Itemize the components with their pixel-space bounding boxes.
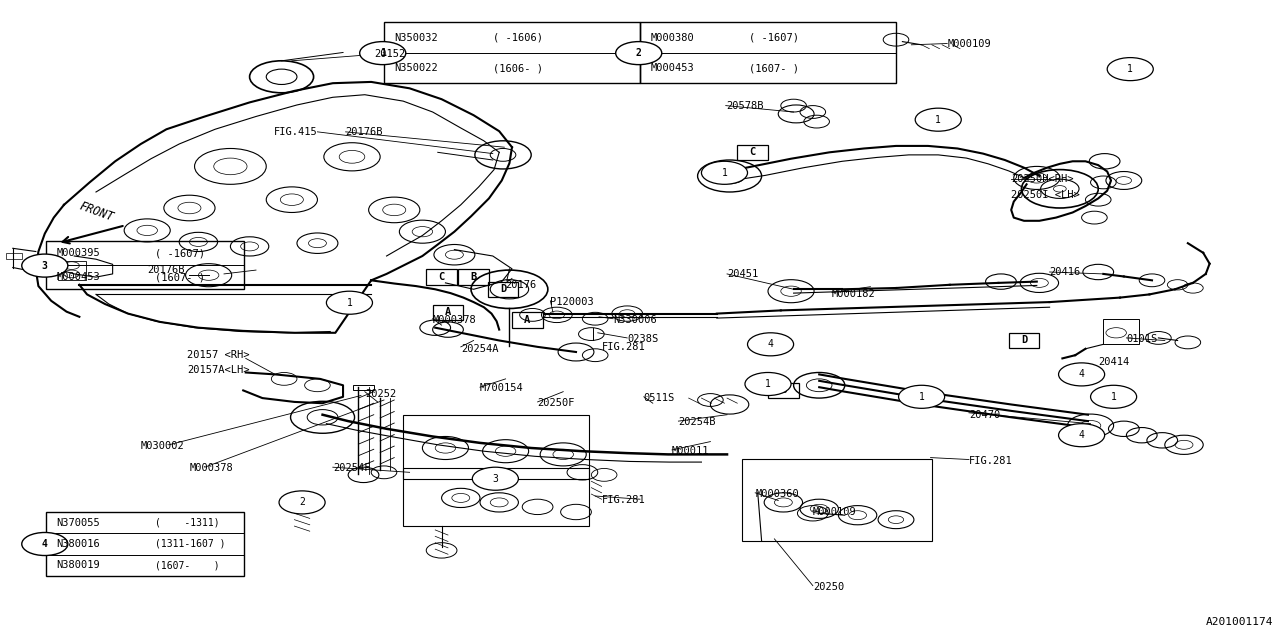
Text: M000395: M000395 bbox=[56, 248, 100, 259]
Circle shape bbox=[472, 467, 518, 490]
Text: (1607- ): (1607- ) bbox=[155, 272, 205, 282]
Text: 0511S: 0511S bbox=[644, 393, 675, 403]
Circle shape bbox=[701, 161, 748, 184]
Text: 1: 1 bbox=[1128, 64, 1133, 74]
Circle shape bbox=[748, 333, 794, 356]
Circle shape bbox=[899, 385, 945, 408]
Text: M000109: M000109 bbox=[947, 38, 991, 49]
Text: 1: 1 bbox=[722, 168, 727, 178]
Text: M000182: M000182 bbox=[832, 289, 876, 300]
Text: 1: 1 bbox=[347, 298, 352, 308]
Text: 20416: 20416 bbox=[1050, 267, 1080, 277]
Text: B: B bbox=[471, 272, 476, 282]
Circle shape bbox=[1091, 385, 1137, 408]
Text: 20152: 20152 bbox=[374, 49, 404, 60]
Text: 1: 1 bbox=[380, 48, 385, 58]
Text: ( -1607): ( -1607) bbox=[155, 248, 205, 259]
Circle shape bbox=[745, 372, 791, 396]
Text: M000109: M000109 bbox=[813, 507, 856, 517]
Text: M700154: M700154 bbox=[480, 383, 524, 394]
Text: N380019: N380019 bbox=[56, 560, 100, 570]
Text: 2: 2 bbox=[300, 497, 305, 508]
Text: 20470: 20470 bbox=[969, 410, 1000, 420]
Text: D: D bbox=[1021, 335, 1027, 346]
Text: M000453: M000453 bbox=[650, 63, 694, 73]
Text: FIG.415: FIG.415 bbox=[274, 127, 317, 137]
Text: A201001174: A201001174 bbox=[1206, 617, 1274, 627]
Text: 20252: 20252 bbox=[365, 388, 396, 399]
Text: 20254B: 20254B bbox=[678, 417, 716, 428]
Text: 1: 1 bbox=[765, 379, 771, 389]
Text: N350032: N350032 bbox=[394, 33, 438, 43]
Text: 1: 1 bbox=[1111, 392, 1116, 402]
Text: P120003: P120003 bbox=[550, 297, 594, 307]
Text: 1: 1 bbox=[919, 392, 924, 402]
Text: N330006: N330006 bbox=[613, 315, 657, 325]
Text: FIG.281: FIG.281 bbox=[602, 342, 645, 352]
Text: 4: 4 bbox=[1079, 430, 1084, 440]
Text: N370055: N370055 bbox=[56, 518, 100, 528]
Text: 0101S: 0101S bbox=[1126, 334, 1157, 344]
Circle shape bbox=[915, 108, 961, 131]
Circle shape bbox=[360, 42, 406, 65]
Circle shape bbox=[22, 532, 68, 556]
Text: 4: 4 bbox=[1079, 369, 1084, 380]
Text: 20176B: 20176B bbox=[147, 265, 184, 275]
Text: 20451: 20451 bbox=[727, 269, 758, 279]
Text: M030002: M030002 bbox=[141, 441, 184, 451]
Text: M000378: M000378 bbox=[433, 315, 476, 325]
Text: 4: 4 bbox=[42, 539, 47, 549]
Text: 20157 <RH>: 20157 <RH> bbox=[187, 350, 250, 360]
Text: D: D bbox=[500, 284, 506, 294]
Text: FRONT: FRONT bbox=[77, 200, 115, 224]
Text: (    -1311): ( -1311) bbox=[155, 518, 219, 528]
Text: B: B bbox=[781, 385, 786, 396]
Text: C: C bbox=[750, 147, 755, 157]
Text: 20250I <LH>: 20250I <LH> bbox=[1011, 190, 1080, 200]
Text: N350022: N350022 bbox=[394, 63, 438, 73]
Text: (1607- ): (1607- ) bbox=[749, 63, 799, 73]
Text: FIG.281: FIG.281 bbox=[969, 456, 1012, 466]
Text: M000380: M000380 bbox=[650, 33, 694, 43]
Text: 0238S: 0238S bbox=[627, 334, 658, 344]
Text: A: A bbox=[525, 315, 530, 325]
Text: (1311-1607 ): (1311-1607 ) bbox=[155, 539, 225, 549]
Text: 3: 3 bbox=[42, 260, 47, 271]
Text: ( -1607): ( -1607) bbox=[749, 33, 799, 43]
Text: M000453: M000453 bbox=[56, 272, 100, 282]
Text: 20254A: 20254A bbox=[461, 344, 498, 354]
Text: M000360: M000360 bbox=[755, 489, 799, 499]
Text: 20414: 20414 bbox=[1098, 357, 1129, 367]
Text: 4: 4 bbox=[768, 339, 773, 349]
Circle shape bbox=[1059, 424, 1105, 447]
Text: 1: 1 bbox=[936, 115, 941, 125]
Circle shape bbox=[616, 42, 662, 65]
Text: 20157A<LH>: 20157A<LH> bbox=[187, 365, 250, 375]
Circle shape bbox=[22, 254, 68, 277]
Text: 20578B: 20578B bbox=[726, 100, 763, 111]
Text: (1607-    ): (1607- ) bbox=[155, 560, 219, 570]
Text: M00011: M00011 bbox=[672, 446, 709, 456]
Text: M000378: M000378 bbox=[189, 463, 233, 474]
Circle shape bbox=[279, 491, 325, 514]
Text: 3: 3 bbox=[493, 474, 498, 484]
Text: C: C bbox=[439, 272, 444, 282]
Text: 20250H<RH>: 20250H<RH> bbox=[1011, 174, 1074, 184]
Circle shape bbox=[1107, 58, 1153, 81]
Text: 20254F: 20254F bbox=[333, 463, 370, 474]
Circle shape bbox=[1059, 363, 1105, 386]
Text: 20250: 20250 bbox=[813, 582, 844, 592]
Text: 2: 2 bbox=[636, 48, 641, 58]
Circle shape bbox=[326, 291, 372, 314]
Text: (1606- ): (1606- ) bbox=[493, 63, 543, 73]
Text: ( -1606): ( -1606) bbox=[493, 33, 543, 43]
Text: A: A bbox=[445, 307, 451, 317]
Text: 20176: 20176 bbox=[506, 280, 536, 290]
Text: N380016: N380016 bbox=[56, 539, 100, 549]
Text: FIG.281: FIG.281 bbox=[602, 495, 645, 506]
Text: 20250F: 20250F bbox=[538, 398, 575, 408]
Text: 20176B: 20176B bbox=[346, 127, 383, 137]
